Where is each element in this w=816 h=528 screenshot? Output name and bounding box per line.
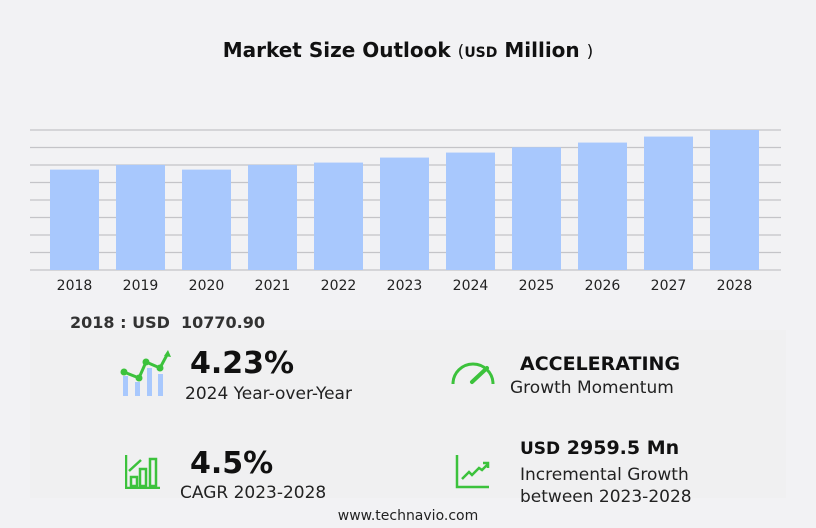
x-tick-label: 2019	[123, 278, 159, 294]
x-tick-label: 2027	[651, 278, 687, 294]
x-tick-label: 2026	[585, 278, 621, 294]
title-main: Market Size Outlook	[222, 38, 451, 62]
bar-2026	[578, 142, 627, 270]
cagr-value: 4.5%	[190, 446, 274, 481]
bar-2018	[50, 169, 99, 270]
incremental-period: between 2023-2028	[520, 487, 692, 507]
chart-title: Market Size Outlook (USD Million )	[0, 38, 816, 62]
incremental-label: Incremental Growth	[520, 465, 689, 485]
yoy-label: 2024 Year-over-Year	[185, 384, 352, 404]
x-tick-label: 2023	[387, 278, 423, 294]
title-paren: (	[457, 42, 465, 62]
x-tick-label: 2020	[189, 278, 225, 294]
x-tick-label: 2021	[255, 278, 291, 294]
cagr-label: CAGR 2023-2028	[180, 483, 327, 503]
footer-url: www.technavio.com	[337, 508, 479, 524]
x-tick-label: 2024	[453, 278, 489, 294]
bar-2027	[644, 136, 693, 270]
bar-chart: 2018 2019 2020 2021 2022 2023 2024 2025 2026 2027…	[30, 129, 781, 294]
bar-2024	[446, 152, 495, 270]
bar-2023	[380, 157, 429, 270]
title-unit: USD	[464, 45, 498, 61]
incremental-value: 2959.5 Mn	[566, 437, 680, 459]
bar-2019	[116, 164, 165, 270]
x-tick-label: 2025	[519, 278, 555, 294]
bar-2021	[248, 164, 297, 270]
growth-chart-icon	[120, 350, 171, 396]
bar-2025	[512, 147, 561, 270]
speedometer-icon	[451, 362, 495, 385]
title-unit-word: Million	[504, 38, 580, 62]
title-paren: )	[586, 42, 594, 62]
yoy-value: 4.23%	[190, 346, 295, 381]
bar-2022	[314, 162, 363, 270]
x-tick-label: 2028	[717, 278, 753, 294]
bar-growth-icon	[125, 455, 160, 489]
trend-line-icon	[455, 455, 490, 489]
x-tick-label: 2018	[57, 278, 93, 294]
momentum-label: Growth Momentum	[510, 378, 674, 398]
bar-2028	[710, 130, 759, 270]
bar-2020	[182, 169, 231, 270]
incremental-unit: USD	[520, 439, 561, 459]
x-tick-label: 2022	[321, 278, 357, 294]
base-year-value: 2018 : USD 10770.90	[70, 313, 266, 332]
momentum-value: ACCELERATING	[520, 353, 681, 375]
